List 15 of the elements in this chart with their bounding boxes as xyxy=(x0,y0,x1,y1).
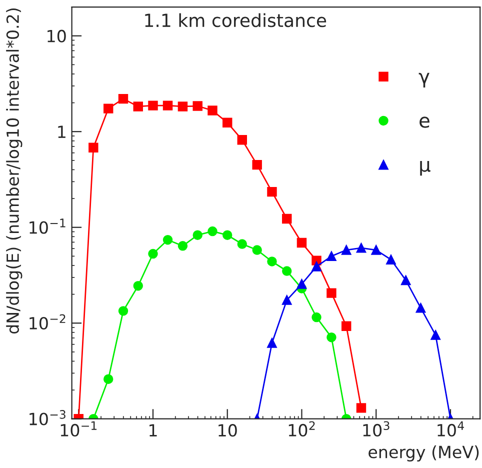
x-tick-label: 1 xyxy=(150,424,157,436)
y-tick-label: 10 xyxy=(48,30,66,42)
legend-label: e xyxy=(420,116,430,128)
y-tick-label: 1 xyxy=(58,126,66,138)
legend-label: μ xyxy=(420,161,430,176)
x-tick-label: 10$^{3}$ xyxy=(363,421,390,436)
x-tick-label: 10$^{4}$ xyxy=(438,421,464,437)
y-axis-title: dN/dlog(E) (number/log10 interval*0.2) xyxy=(6,8,22,334)
legend-label: γ xyxy=(418,72,430,88)
y-tick-label: 10$^{−1}$ xyxy=(30,218,66,234)
x-tick-label: 10 xyxy=(218,424,237,437)
x-tick-label: 10$^{2}$ xyxy=(288,421,315,436)
chart-title: 1.1 km coredistance xyxy=(145,13,326,28)
x-axis-title: energy (MeV) xyxy=(368,445,479,462)
y-tick-label: 10$^{−2}$ xyxy=(30,314,66,330)
